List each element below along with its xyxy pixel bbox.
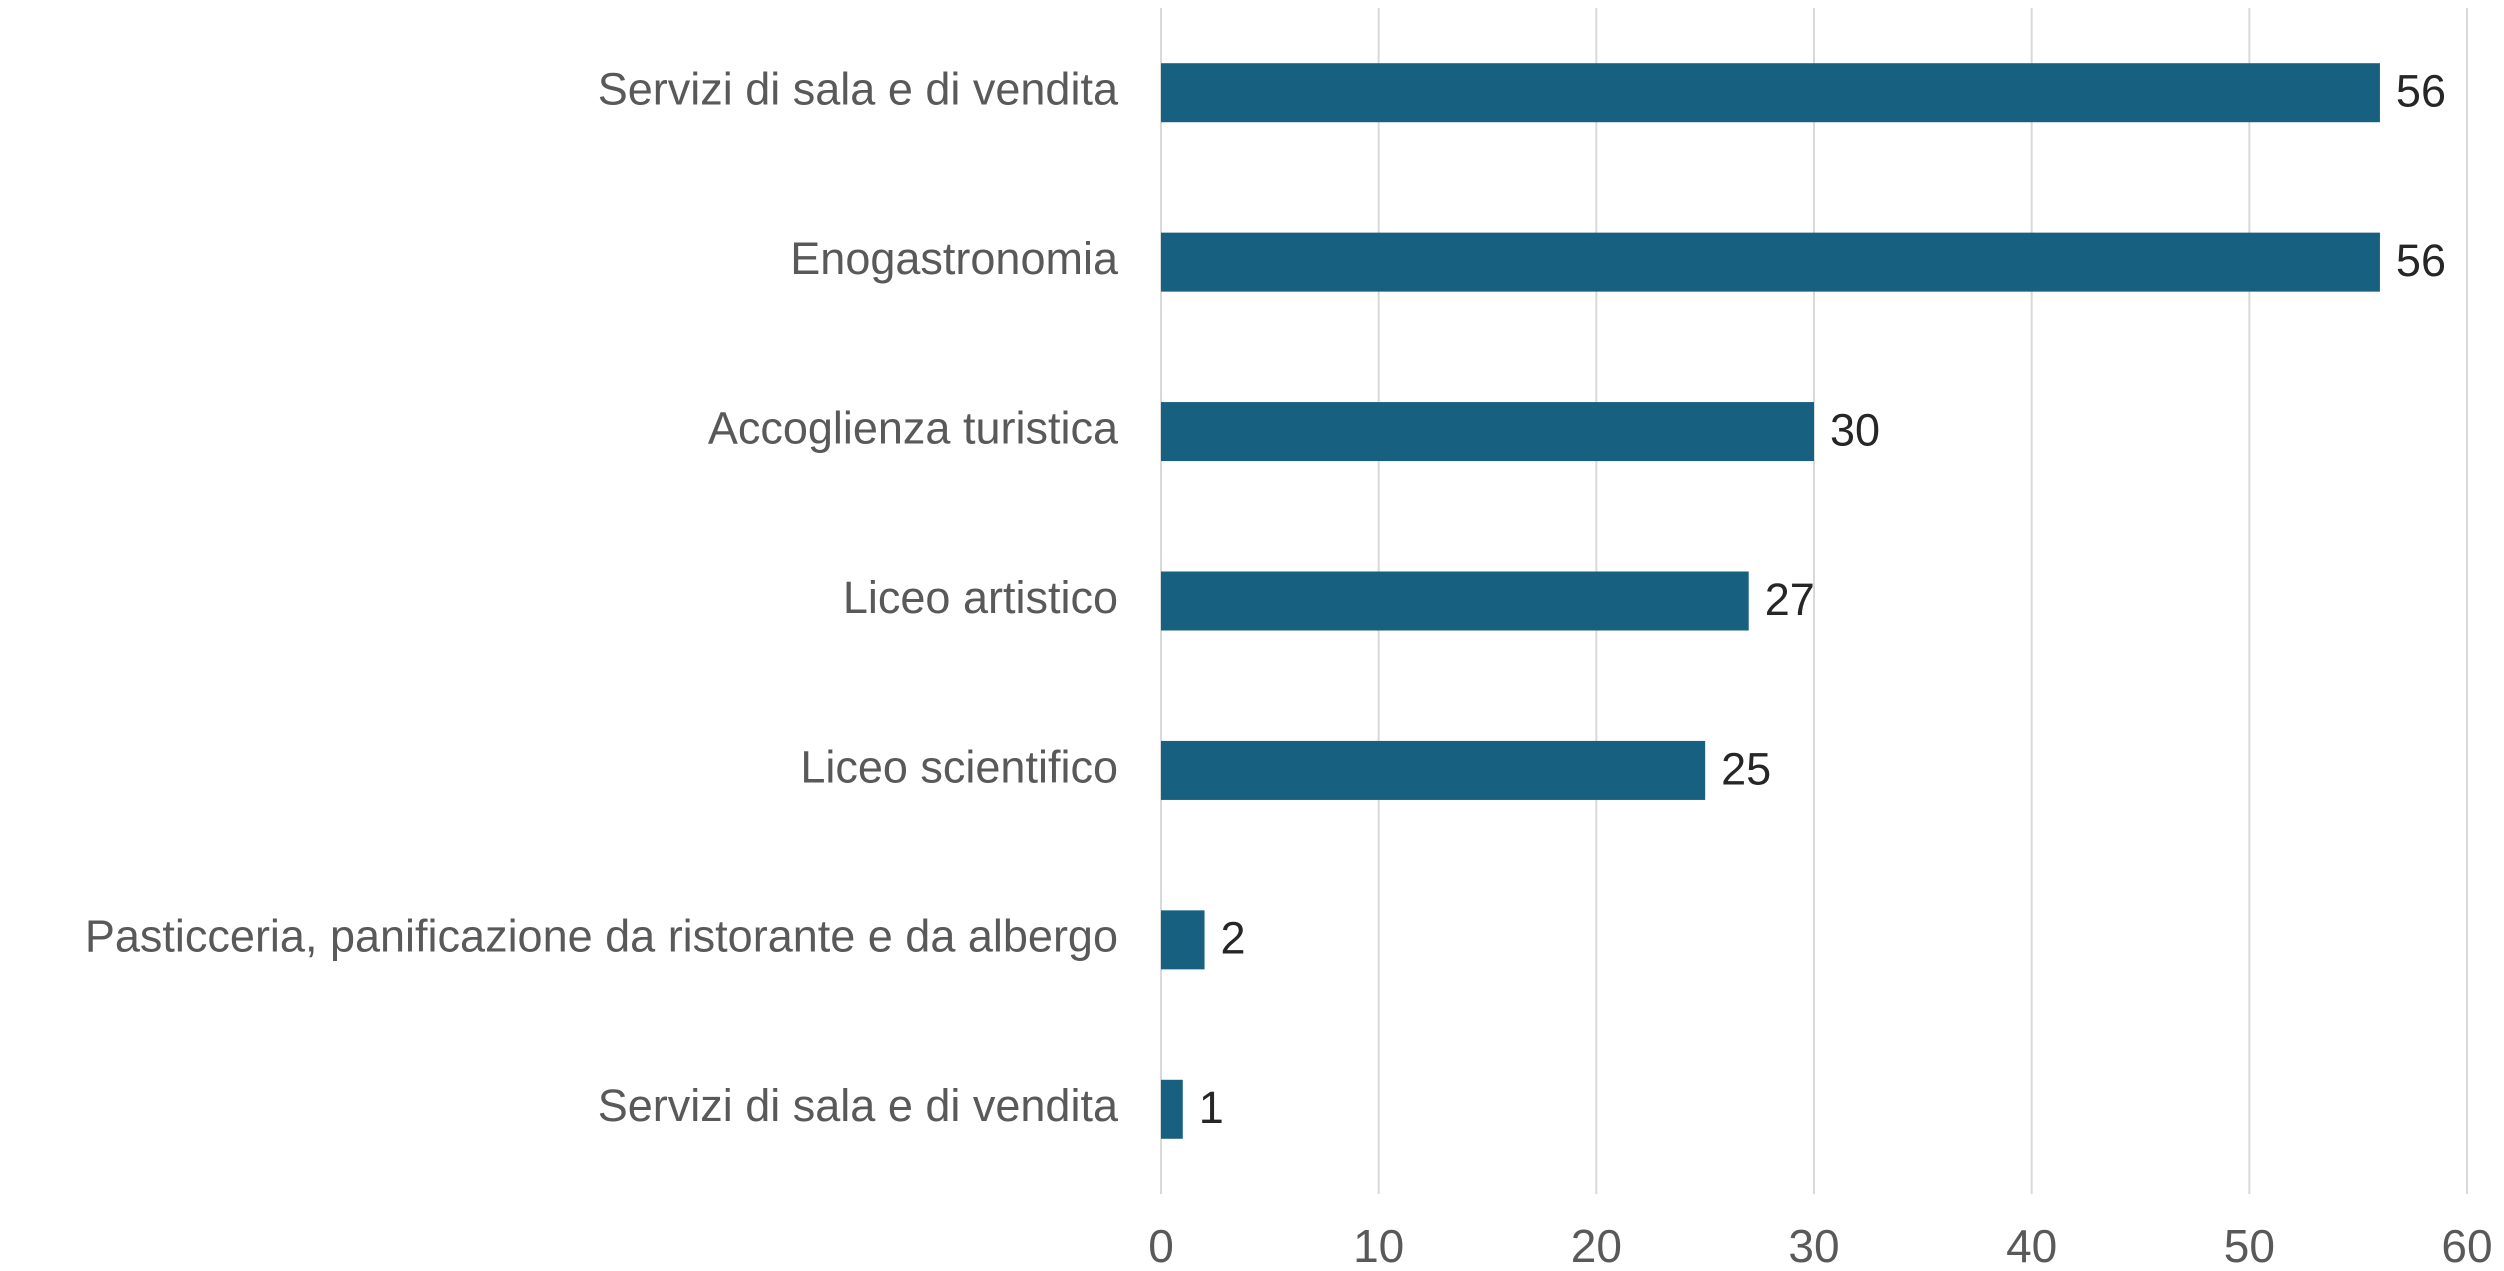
data-label: 25 [1721, 743, 1771, 794]
bar [1161, 402, 1814, 462]
data-label: 2 [1221, 913, 1246, 964]
data-label: 30 [1830, 404, 1880, 455]
x-tick-label: 30 [1788, 1220, 1839, 1271]
y-tick-label: Liceo scientifico [800, 741, 1118, 792]
x-tick-label: 40 [2006, 1220, 2057, 1271]
data-label: 1 [1199, 1082, 1224, 1133]
x-tick-label: 60 [2441, 1220, 2492, 1271]
bar [1161, 740, 1706, 800]
y-tick-label: Accoglienza turistica [708, 402, 1119, 453]
bar [1161, 910, 1205, 970]
bar [1161, 232, 2380, 292]
bar [1161, 571, 1749, 631]
data-label: 27 [1765, 574, 1815, 625]
x-tick-label: 0 [1148, 1220, 1174, 1271]
x-tick-label: 20 [1571, 1220, 1622, 1271]
y-tick-label: Liceo artistico [843, 572, 1118, 623]
x-tick-label: 50 [2224, 1220, 2275, 1271]
y-tick-label: Pasticceria, panificazione da ristorante… [85, 911, 1118, 962]
data-label: 56 [2396, 235, 2446, 286]
y-tick-label: Enogastronomia [790, 233, 1119, 284]
bar [1161, 1079, 1183, 1139]
y-tick-label: Servizi di sala e di vendita [598, 1080, 1119, 1131]
data-label: 56 [2396, 66, 2446, 117]
x-tick-label: 10 [1353, 1220, 1404, 1271]
y-tick-label: Servizi di sala e di vendita [598, 64, 1119, 115]
bar [1161, 63, 2380, 123]
